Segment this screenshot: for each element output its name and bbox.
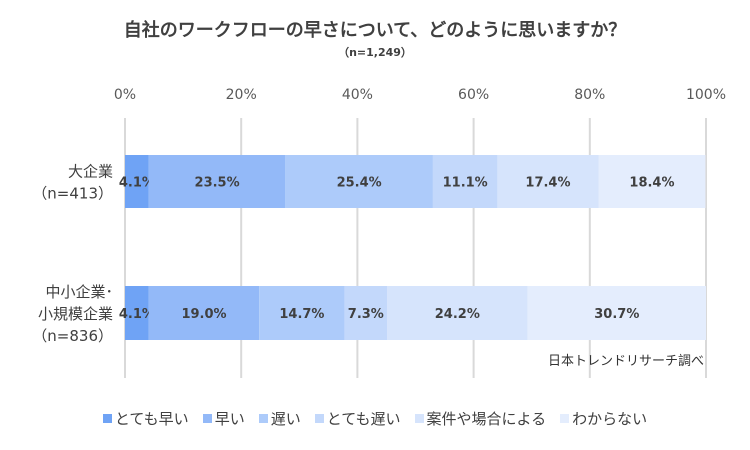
bar-segment (432, 155, 498, 208)
bar-segment (125, 155, 149, 208)
legend-item: わからない (560, 408, 647, 429)
x-tick-label: 60% (458, 87, 489, 103)
category-label: （n=413） (32, 185, 113, 203)
data-label: 18.4% (629, 176, 674, 191)
legend-label: 案件や場合による (426, 410, 547, 428)
x-tick-label: 0% (114, 87, 136, 103)
source-note: 日本トレンドリサーチ調べ (547, 354, 704, 369)
legend-label: 早い (214, 410, 245, 428)
legend-swatch (258, 414, 268, 423)
data-label: 23.5% (195, 176, 240, 191)
legend-label: とても遅い (326, 410, 401, 428)
legend-swatch (414, 414, 424, 423)
chart-subtitle: （n=1,249） (338, 46, 412, 59)
data-label: 17.4% (525, 176, 570, 191)
data-label: 11.1% (443, 176, 488, 191)
bar-segment (387, 286, 528, 340)
data-label: 19.0% (181, 307, 226, 322)
category-label: 大企業 (68, 163, 113, 181)
legend-item: とても遅い (314, 408, 401, 429)
legend-label: わからない (572, 410, 648, 428)
category-label: （n=836） (32, 327, 113, 345)
legend-item: 早い (202, 408, 245, 429)
bar-segment (285, 155, 433, 208)
data-label: 4.1% (119, 307, 155, 322)
x-tick-label: 40% (342, 87, 373, 103)
data-label: 7.3% (348, 307, 384, 322)
x-tick-label: 100% (686, 87, 726, 103)
bar-segment (527, 286, 706, 340)
legend-swatch (102, 414, 112, 423)
bar-segment (497, 155, 599, 208)
legend-swatch (202, 414, 212, 423)
bar-segment (259, 286, 345, 340)
chart-title: 自社のワークフローの早さについて、どのように思いますか？ (123, 20, 627, 41)
bar-segment (344, 286, 388, 340)
bar-segment (148, 155, 286, 208)
x-tick-label: 80% (574, 87, 605, 103)
legend-item: 遅い (258, 408, 301, 429)
legend: とても早い 早い 遅い とても遅い 案件や場合による わからない (0, 408, 750, 429)
data-label: 14.7% (279, 307, 324, 322)
data-label: 25.4% (337, 176, 382, 191)
legend-swatch (314, 414, 324, 423)
bar-segment (598, 155, 706, 208)
category-label: 小規模企業 (38, 305, 113, 323)
legend-item: とても早い (102, 408, 189, 429)
legend-swatch (560, 414, 570, 423)
legend-label: とても早い (114, 410, 189, 428)
legend-label: 遅い (270, 410, 301, 428)
data-label: 24.2% (435, 307, 480, 322)
bar-segment (148, 286, 260, 340)
category-label: 中小企業･ (45, 283, 113, 301)
bar-segment (125, 286, 149, 340)
data-label: 4.1% (119, 176, 155, 191)
data-label: 30.7% (594, 307, 639, 322)
x-tick-label: 20% (226, 87, 257, 103)
legend-item: 案件や場合による (414, 408, 547, 429)
